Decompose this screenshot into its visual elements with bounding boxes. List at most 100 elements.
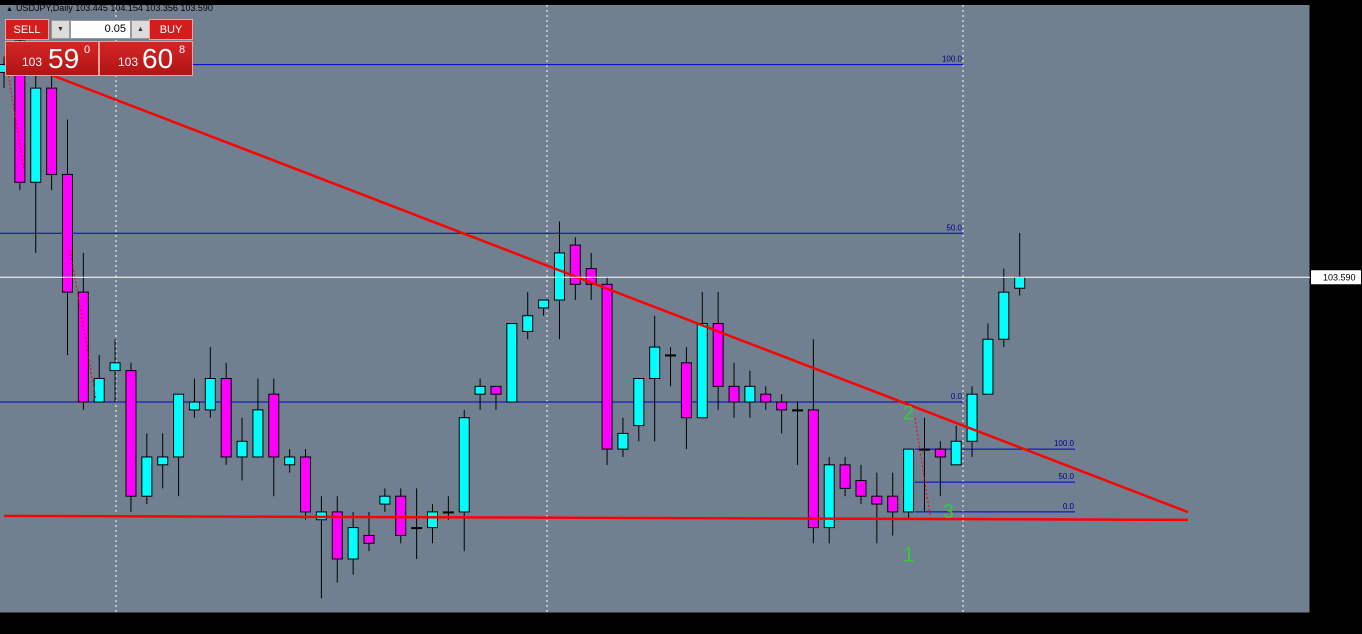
buy-price-prefix: 103 xyxy=(118,55,139,69)
candle-body xyxy=(585,268,597,285)
candle xyxy=(331,496,343,583)
candle xyxy=(522,292,534,340)
lot-increase-icon[interactable]: ▲ xyxy=(131,20,150,39)
candle-body xyxy=(522,315,534,332)
candle xyxy=(601,276,613,465)
sell-price-big: 59 xyxy=(48,43,80,74)
candle-body xyxy=(284,456,296,466)
candle-body xyxy=(934,448,946,458)
candle-body xyxy=(220,377,232,458)
candle-body xyxy=(458,417,470,513)
y-tick-label: 105.240 xyxy=(1323,143,1356,153)
candle xyxy=(792,402,803,465)
buy-price-big: 60 xyxy=(142,43,174,74)
candle xyxy=(871,472,883,544)
bid-price-tag xyxy=(1311,270,1361,285)
candle-body xyxy=(982,338,994,395)
candle xyxy=(649,315,661,442)
candle-body xyxy=(411,527,423,530)
zigzag-connector xyxy=(5,59,25,171)
x-tick-label: 6 Oct 2016 xyxy=(1027,618,1071,628)
candle-body xyxy=(379,495,391,505)
candle xyxy=(680,347,692,450)
x-tick-label: 18 Sep 2016 xyxy=(771,618,822,628)
y-tick-label: 106.500 xyxy=(1323,44,1356,54)
candle xyxy=(934,441,946,497)
candle xyxy=(744,370,756,418)
candle xyxy=(760,386,772,410)
candle xyxy=(665,347,677,387)
candle-body xyxy=(363,534,375,544)
candle-body xyxy=(442,511,454,514)
candle xyxy=(553,221,565,340)
y-tick-label: 103.130 xyxy=(1323,308,1356,318)
candle xyxy=(411,488,423,559)
fib-small-level-label: 50.0 xyxy=(1058,472,1074,481)
candle xyxy=(125,362,137,512)
candle xyxy=(46,72,58,191)
candle xyxy=(887,472,899,536)
wave-label: 3 xyxy=(943,501,954,523)
candle xyxy=(379,488,391,512)
candle-body xyxy=(331,511,343,560)
candle xyxy=(585,252,597,301)
candle-body xyxy=(300,456,312,513)
x-tick-label: 8 Sep 2016 xyxy=(643,618,689,628)
candle-body xyxy=(855,480,867,497)
candle xyxy=(982,323,994,395)
candle xyxy=(918,417,930,512)
y-tick-label: 100.190 xyxy=(1323,539,1356,549)
y-tick-label: 104.400 xyxy=(1323,209,1356,219)
candle-body xyxy=(601,283,613,450)
candle-body xyxy=(950,440,962,466)
candle-body xyxy=(728,385,740,403)
sell-price-box[interactable]: 103 59 0 xyxy=(5,41,99,76)
x-tick-label: 21 Aug 2016 xyxy=(387,618,438,628)
x-tick-label: 7 Aug 2016 xyxy=(195,618,241,628)
candle-body xyxy=(665,354,677,357)
candle xyxy=(300,449,312,520)
candle-body xyxy=(918,448,930,451)
candle-body xyxy=(966,393,978,442)
candle xyxy=(442,496,454,520)
lot-decrease-icon[interactable]: ▼ xyxy=(51,20,70,39)
fib-large-level-label: 0.0 xyxy=(951,392,963,401)
candle-body xyxy=(792,409,803,412)
candle-body xyxy=(173,393,185,458)
candle-body xyxy=(633,377,645,427)
buy-price-box[interactable]: 103 60 8 xyxy=(99,41,193,76)
candle xyxy=(458,409,470,552)
candle xyxy=(268,378,280,497)
triangle-icon[interactable]: ▲ xyxy=(6,6,13,13)
candle xyxy=(61,119,73,355)
x-tick-label: 4 Sep 2016 xyxy=(579,618,625,628)
candle-body xyxy=(617,432,629,450)
candle-body xyxy=(236,440,248,458)
candle xyxy=(474,378,486,410)
candle-body xyxy=(125,370,137,497)
candle-body xyxy=(680,362,692,419)
candle-body xyxy=(839,464,851,489)
candle-body xyxy=(141,456,153,497)
y-tick-label: 104.820 xyxy=(1323,176,1356,186)
sell-button[interactable]: SELL xyxy=(5,19,49,40)
candle xyxy=(236,417,248,481)
candle xyxy=(966,386,978,457)
y-tick-label: 101.030 xyxy=(1323,473,1356,483)
candle-body xyxy=(760,393,772,403)
candle xyxy=(204,347,216,418)
candle-body xyxy=(426,511,438,529)
x-tick-label: 13 Sep 2016 xyxy=(707,618,758,628)
lot-size-input[interactable]: 0.05 xyxy=(70,20,131,39)
buy-button[interactable]: BUY xyxy=(149,19,193,40)
fib-small-level-label: 0.0 xyxy=(1063,502,1075,511)
candle xyxy=(617,417,629,457)
candle-body xyxy=(903,448,915,513)
candle xyxy=(490,385,502,410)
x-tick-label: 30 Aug 2016 xyxy=(515,618,566,628)
x-tick-label: 28 Jul 2016 xyxy=(66,618,113,628)
candle-body xyxy=(474,385,486,395)
